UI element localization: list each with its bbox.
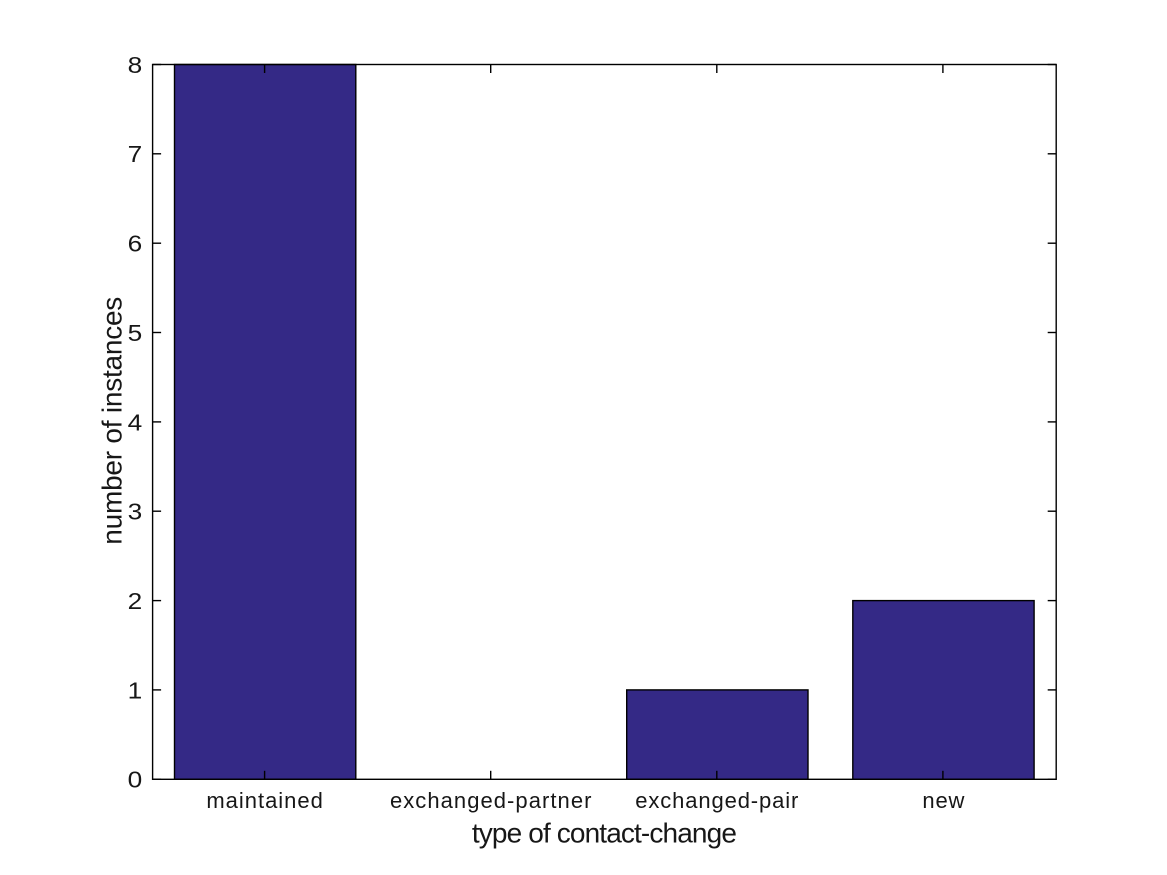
svg-text:maintained: maintained	[206, 788, 323, 813]
svg-text:4: 4	[128, 409, 143, 435]
svg-text:3: 3	[128, 499, 143, 525]
svg-text:7: 7	[128, 141, 143, 167]
svg-text:number of instances: number of instances	[96, 297, 127, 545]
svg-text:exchanged-pair: exchanged-pair	[635, 788, 798, 813]
svg-text:exchanged-partner: exchanged-partner	[390, 788, 592, 813]
svg-text:0: 0	[128, 767, 143, 793]
svg-text:2: 2	[128, 588, 143, 614]
svg-text:new: new	[922, 788, 964, 813]
svg-text:type of contact-change: type of contact-change	[472, 817, 737, 848]
svg-text:5: 5	[128, 320, 143, 346]
svg-text:6: 6	[128, 231, 143, 257]
svg-text:1: 1	[128, 677, 143, 703]
svg-text:8: 8	[128, 52, 143, 78]
